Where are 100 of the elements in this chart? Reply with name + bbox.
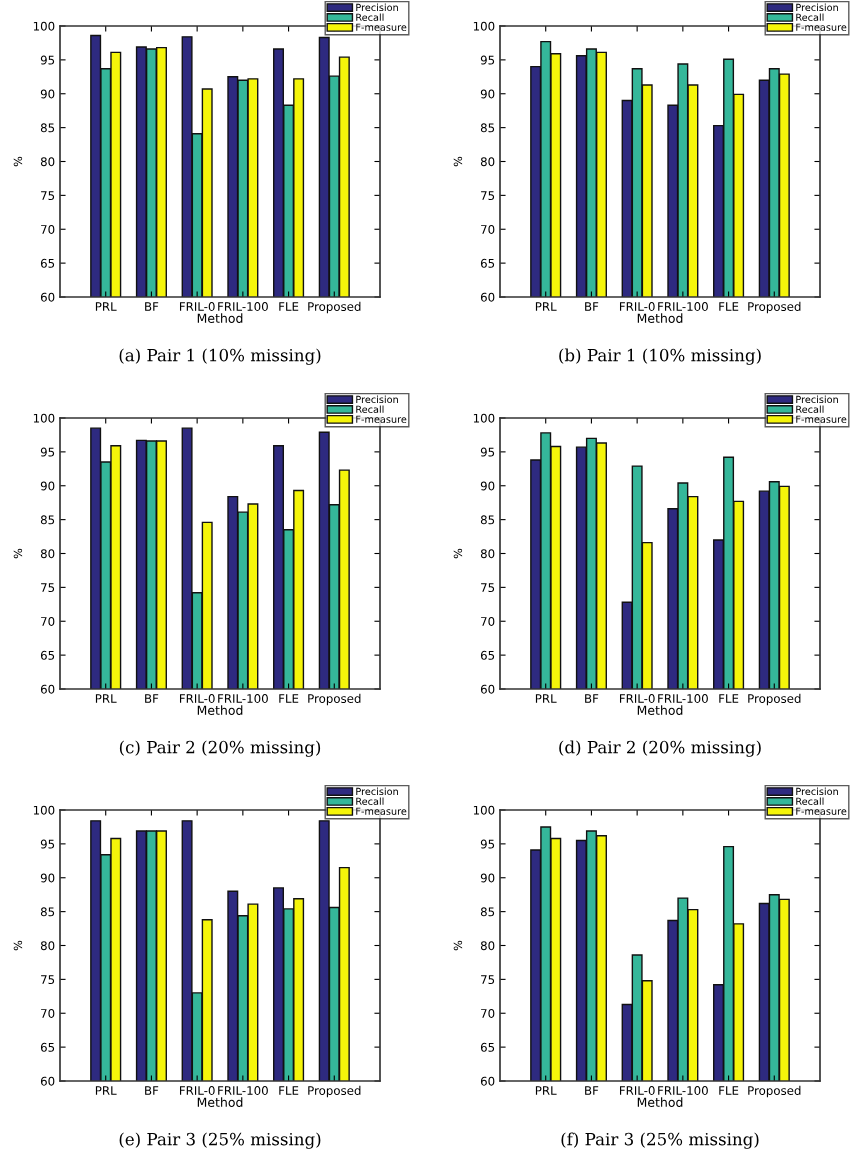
- x-tick-label: FRIL-100: [658, 694, 708, 703]
- x-tick-label: Proposed: [308, 301, 361, 314]
- legend-label: Recall: [796, 405, 824, 413]
- y-tick-label: 95: [480, 839, 495, 849]
- x-tick-label: FRIL-0: [179, 302, 215, 311]
- y-tick-label: 75: [41, 583, 55, 593]
- text: (f) Pair 3 (25% missing): [561, 1132, 759, 1149]
- y-tick-label: 80: [40, 157, 55, 167]
- y-axis-title: %: [13, 548, 23, 559]
- y-tick-label: 60: [480, 292, 495, 302]
- y-tick-label: 90: [480, 873, 495, 883]
- y-tick-label: 70: [481, 616, 495, 626]
- y-tick-label: 65: [40, 650, 55, 660]
- x-tick-label: FLE: [719, 1086, 739, 1095]
- y-tick-label: 90: [40, 873, 55, 883]
- y-tick-label: 80: [40, 941, 55, 951]
- x-axis-title: Method: [637, 1097, 683, 1107]
- y-axis-title: %: [453, 548, 463, 559]
- legend-label: Precision: [356, 3, 398, 12]
- x-tick-label: BF: [145, 694, 159, 703]
- x-tick-label: PRL: [535, 694, 557, 703]
- y-tick-label: 85: [40, 515, 55, 525]
- y-tick-label: 75: [481, 975, 495, 985]
- y-tick-label: 90: [40, 89, 55, 99]
- x-tick-label: PRL: [95, 694, 117, 703]
- y-tick-label: 100: [473, 805, 495, 815]
- x-tick-label: PRL: [95, 302, 117, 311]
- legend-label: Precision: [796, 3, 838, 12]
- x-tick-label: FLE: [719, 302, 739, 311]
- y-tick-label: 100: [33, 21, 55, 31]
- y-tick-label: 70: [41, 616, 55, 626]
- legend-label: Recall: [796, 13, 824, 21]
- y-tick-label: 90: [480, 481, 495, 491]
- x-axis-title: Method: [197, 705, 243, 715]
- y-tick-label: 80: [40, 549, 55, 559]
- x-tick-label: FRIL-100: [218, 302, 268, 311]
- x-tick-label: FLE: [279, 1086, 299, 1095]
- x-tick-label: FRIL-0: [619, 302, 655, 311]
- legend-label: Precision: [796, 787, 838, 796]
- x-tick-label: Proposed: [308, 693, 361, 706]
- y-tick-label: 75: [481, 191, 495, 201]
- y-axis-title: %: [453, 940, 463, 951]
- y-tick-label: 90: [40, 481, 55, 491]
- legend-label: F-measure: [356, 415, 407, 423]
- x-axis-title: Method: [197, 313, 243, 323]
- legend-label: Precision: [356, 395, 398, 404]
- legend-label: F-measure: [796, 807, 847, 815]
- x-tick-label: FRIL-100: [658, 1086, 708, 1095]
- legend-label: F-measure: [356, 807, 407, 815]
- y-tick-label: 65: [480, 1042, 495, 1052]
- y-tick-label: 70: [481, 1008, 495, 1018]
- y-tick-label: 100: [33, 805, 55, 815]
- text: (e) Pair 3 (25% missing): [119, 1132, 321, 1149]
- y-tick-label: 85: [480, 907, 495, 917]
- x-axis-title: Method: [637, 313, 683, 323]
- x-tick-label: FLE: [279, 302, 299, 311]
- legend-label: Precision: [356, 787, 398, 796]
- y-tick-label: 80: [480, 941, 495, 951]
- legend-label: F-measure: [796, 23, 847, 31]
- legend-label: Precision: [796, 395, 838, 404]
- y-tick-label: 60: [480, 684, 495, 694]
- x-tick-label: FRIL-100: [658, 302, 708, 311]
- x-axis-title: Method: [197, 1097, 243, 1107]
- y-tick-label: 90: [480, 89, 495, 99]
- x-axis-title: Method: [637, 705, 683, 715]
- x-tick-label: FRIL-100: [218, 694, 268, 703]
- x-tick-label: PRL: [535, 302, 557, 311]
- y-tick-label: 95: [480, 447, 495, 457]
- y-tick-label: 95: [40, 55, 55, 65]
- text: (d) Pair 2 (20% missing): [559, 740, 761, 757]
- x-tick-label: Proposed: [748, 1085, 801, 1098]
- x-tick-label: FRIL-0: [179, 694, 215, 703]
- y-tick-label: 75: [41, 975, 55, 985]
- y-axis-title: %: [13, 156, 23, 167]
- y-tick-label: 75: [481, 583, 495, 593]
- x-tick-label: PRL: [535, 1086, 557, 1095]
- y-tick-label: 95: [480, 55, 495, 65]
- text: (a) Pair 1 (10% missing): [119, 348, 321, 365]
- y-tick-label: 85: [480, 123, 495, 133]
- text: (c) Pair 2 (20% missing): [119, 740, 321, 757]
- legend-label: Recall: [356, 13, 384, 21]
- x-tick-label: FRIL-0: [619, 1086, 655, 1095]
- y-tick-label: 70: [481, 224, 495, 234]
- y-tick-label: 60: [480, 1076, 495, 1086]
- legend-label: F-measure: [356, 23, 407, 31]
- y-tick-label: 100: [473, 21, 495, 31]
- y-tick-label: 85: [40, 907, 55, 917]
- x-tick-label: PRL: [95, 1086, 117, 1095]
- legend-label: Recall: [356, 797, 384, 805]
- y-axis-title: %: [13, 940, 23, 951]
- text: (b) Pair 1 (10% missing): [559, 348, 761, 365]
- y-axis-title: %: [453, 156, 463, 167]
- x-tick-label: Proposed: [308, 1085, 361, 1098]
- x-tick-label: FLE: [719, 694, 739, 703]
- y-tick-label: 60: [40, 684, 55, 694]
- x-tick-label: FRIL-0: [619, 694, 655, 703]
- legend-label: F-measure: [796, 415, 847, 423]
- y-tick-label: 65: [480, 258, 495, 268]
- x-tick-label: FRIL-100: [218, 1086, 268, 1095]
- y-tick-label: 70: [41, 1008, 55, 1018]
